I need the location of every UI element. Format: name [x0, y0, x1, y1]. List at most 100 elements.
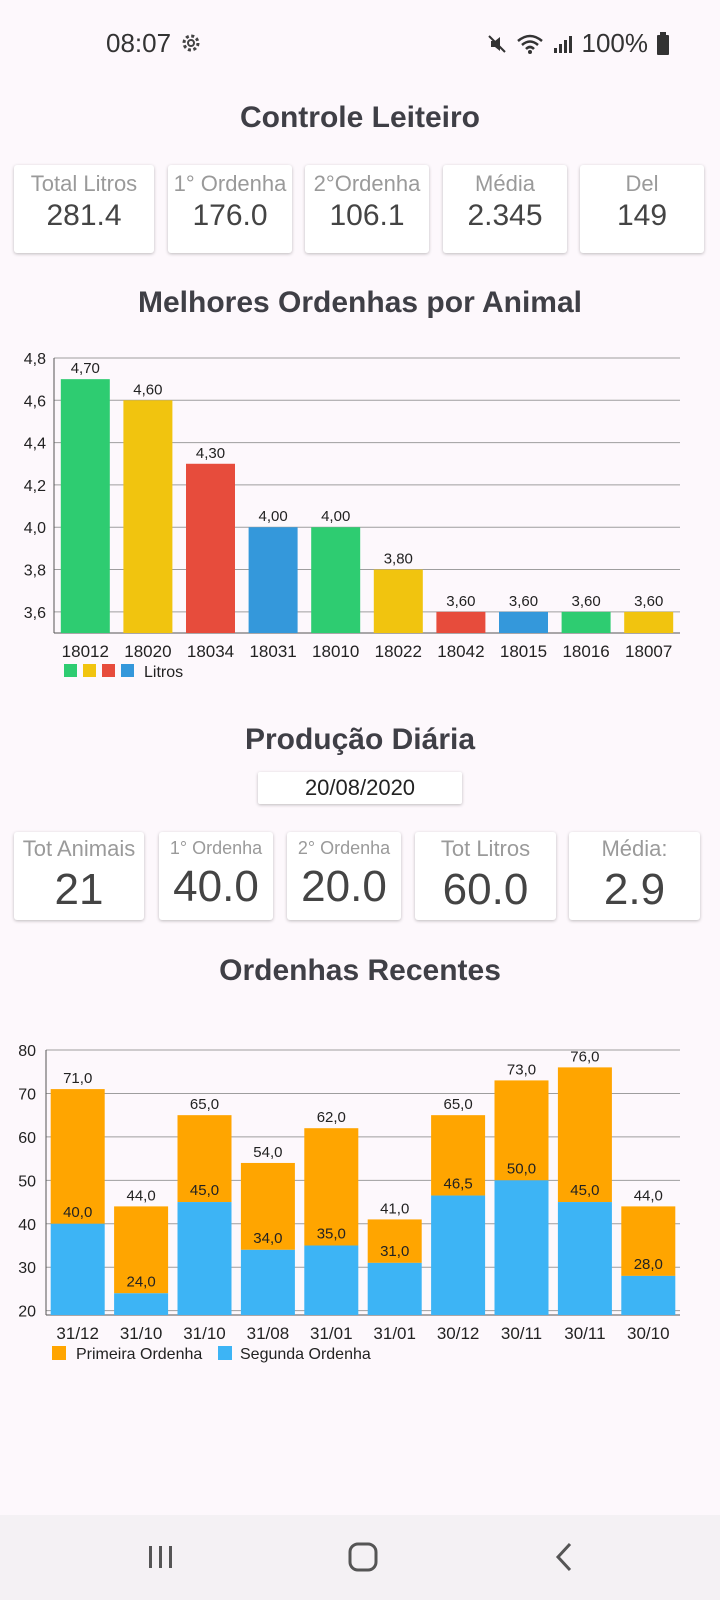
bar	[373, 569, 423, 633]
signal-icon	[553, 35, 572, 53]
y-tick-label: 20	[18, 1304, 36, 1321]
card-daily-primeira: 1° Ordenha 40.0	[159, 832, 273, 920]
card-media: Média 2.345	[443, 165, 567, 253]
recent-apps-button[interactable]	[146, 1542, 176, 1572]
x-tick-label: 31/12	[56, 1324, 99, 1343]
card-value: 20.0	[301, 862, 387, 911]
y-tick-label: 70	[18, 1086, 36, 1103]
legend-swatch	[64, 664, 77, 677]
legend-label: Primeira Ordenha	[76, 1346, 202, 1363]
bar	[436, 611, 486, 633]
bar-segunda-ordenha	[557, 1202, 612, 1315]
legend-swatch	[52, 1346, 66, 1360]
y-tick-label: 3,6	[24, 605, 46, 622]
x-tick-label: 18022	[375, 642, 422, 661]
card-del: Del 149	[580, 165, 704, 253]
card-tot-litros: Tot Litros 60.0	[415, 832, 556, 920]
y-tick-label: 4,0	[24, 520, 46, 537]
x-tick-label: 31/01	[373, 1324, 416, 1343]
bar-segunda-ordenha	[240, 1249, 295, 1315]
data-label-segunda: 35,0	[317, 1225, 346, 1242]
daily-production-title: Produção Diária	[244, 723, 476, 756]
card-value: 60.0	[442, 865, 529, 914]
bar-primeira-ordenha	[431, 1115, 486, 1196]
status-time: 08:07	[106, 28, 172, 58]
data-label-total: 54,0	[253, 1144, 282, 1161]
bar-segunda-ordenha	[114, 1293, 169, 1315]
x-tick-label: 18007	[625, 642, 672, 661]
status-bar: 08:07 100%	[0, 0, 720, 90]
x-tick-label: 18034	[187, 642, 234, 661]
settings-gear-icon	[182, 34, 200, 52]
card-value: 281.4	[46, 199, 122, 232]
data-label-segunda: 31,0	[380, 1243, 409, 1260]
battery-icon	[657, 31, 669, 55]
x-tick-label: 30/11	[564, 1324, 605, 1343]
legend-swatch	[121, 664, 134, 677]
data-label-segunda: 34,0	[253, 1230, 282, 1247]
best-milkings-title: Melhores Ordenhas por Animal	[138, 286, 582, 319]
bar	[186, 463, 235, 633]
bar-primeira-ordenha	[557, 1067, 612, 1203]
card-value: 21	[54, 865, 104, 914]
data-label: 4,30	[196, 445, 225, 462]
x-tick-label: 18015	[500, 642, 547, 661]
legend-swatch	[218, 1346, 232, 1360]
legend-label: Segunda Ordenha	[240, 1346, 371, 1363]
card-value: 106.1	[329, 199, 405, 232]
navigation-bar	[0, 1515, 720, 1600]
card-tot-animais: Tot Animais 21	[14, 832, 144, 920]
card-label: 2°Ordenha	[313, 171, 421, 196]
bar	[561, 611, 611, 633]
data-label: 3,60	[571, 593, 600, 610]
card-total-litros: Total Litros 281.4	[14, 165, 154, 253]
x-tick-label: 18020	[124, 642, 171, 661]
legend-label: Litros	[144, 664, 183, 681]
x-tick-label: 31/10	[183, 1324, 226, 1343]
data-label-segunda: 50,0	[507, 1160, 536, 1177]
card-value: 2.9	[603, 865, 666, 914]
card-label: Total Litros	[30, 171, 138, 196]
data-label-total: 65,0	[443, 1096, 472, 1113]
data-label: 4,60	[133, 381, 162, 398]
y-tick-label: 4,8	[24, 351, 46, 368]
bar-primeira-ordenha	[240, 1162, 295, 1250]
y-tick-label: 3,8	[24, 563, 46, 580]
bar-segunda-ordenha	[304, 1245, 359, 1315]
page-title: Controle Leiteiro	[239, 101, 480, 134]
bar	[311, 527, 361, 633]
bar-segunda-ordenha	[494, 1180, 549, 1315]
date-picker[interactable]: 20/08/2020	[258, 772, 462, 804]
card-daily-segunda: 2° Ordenha 20.0	[287, 832, 401, 920]
data-label-segunda: 46,5	[443, 1176, 472, 1193]
mute-icon	[487, 34, 506, 53]
data-label-total: 65,0	[190, 1096, 219, 1113]
y-tick-label: 60	[18, 1130, 36, 1147]
bar-primeira-ordenha	[177, 1115, 232, 1203]
bar-primeira-ordenha	[304, 1128, 359, 1246]
bar-primeira-ordenha	[367, 1219, 422, 1263]
recent-milkings-chart: 20 30 40 50 60 70 80 71,0 40,0 31/12 44,0 24,0 31/10…	[18, 1043, 680, 1363]
data-label-total: 62,0	[317, 1109, 346, 1126]
home-button[interactable]	[346, 1540, 380, 1574]
card-label: Del	[625, 171, 659, 196]
x-tick-label: 18016	[562, 642, 609, 661]
bar-segunda-ordenha	[431, 1195, 486, 1315]
x-tick-label: 31/08	[247, 1324, 290, 1343]
y-tick-label: 40	[18, 1217, 36, 1234]
best-milkings-chart: 3,6 3,8 4,0 4,2 4,4 4,6 4,8 4,70 18012 4,60 18020 4…	[24, 351, 680, 681]
bar-primeira-ordenha	[114, 1206, 169, 1294]
card-label: Tot Animais	[22, 836, 136, 861]
data-label: 3,60	[634, 593, 663, 610]
back-button[interactable]	[550, 1540, 580, 1574]
card-label: Tot Litros	[440, 836, 531, 861]
data-label-segunda: 24,0	[126, 1273, 155, 1290]
data-label: 4,00	[258, 508, 287, 525]
y-tick-label: 30	[18, 1260, 36, 1277]
data-label-segunda: 45,0	[190, 1182, 219, 1199]
battery-percent: 100%	[581, 28, 649, 58]
bar-primeira-ordenha	[621, 1206, 676, 1276]
x-tick-label: 30/12	[437, 1324, 480, 1343]
x-tick-label: 18042	[437, 642, 484, 661]
card-segunda-ordenha: 2°Ordenha 106.1	[305, 165, 429, 253]
